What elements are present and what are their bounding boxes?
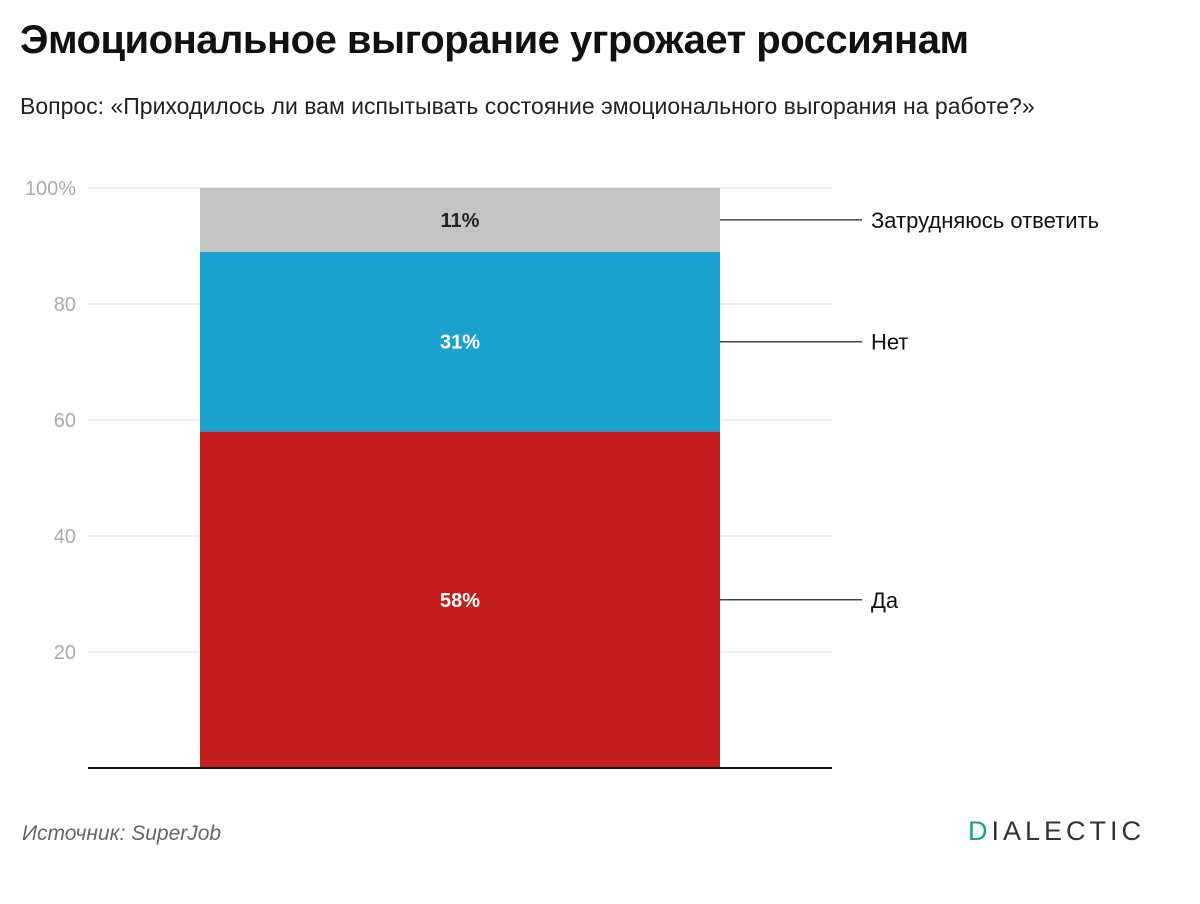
data-labels: 58% 31% 11% bbox=[440, 210, 480, 612]
y-tick-label: 20 bbox=[54, 642, 76, 664]
brand-logo-rest: IALECTIC bbox=[991, 816, 1146, 846]
source-note: Источник: SuperJob bbox=[22, 822, 222, 845]
brand-logo-first-letter: D bbox=[968, 816, 992, 846]
y-tick-label: 40 bbox=[54, 526, 76, 548]
y-tick-label: 100% bbox=[25, 178, 76, 200]
data-label: 11% bbox=[441, 210, 480, 232]
brand-logo: DIALECTIC bbox=[968, 816, 1145, 847]
series-name-label: Да bbox=[871, 588, 899, 613]
bar-segment bbox=[200, 251, 720, 432]
y-tick-label: 60 bbox=[54, 410, 76, 432]
data-label: 58% bbox=[440, 590, 480, 612]
chart-subtitle: Вопрос: «Приходилось ли вам испытывать с… bbox=[20, 93, 1035, 119]
series-name-label: Нет bbox=[871, 330, 908, 355]
chart-title: Эмоциональное выгорание угрожает россиян… bbox=[20, 18, 969, 62]
bar-segment bbox=[200, 431, 720, 768]
bar-segment bbox=[200, 188, 720, 252]
y-axis-tick-labels: 20 40 60 80 100% bbox=[25, 178, 76, 664]
y-tick-label: 80 bbox=[54, 294, 76, 316]
bar-segments bbox=[200, 188, 720, 768]
series-name-label: Затрудняюсь ответить bbox=[871, 208, 1099, 233]
stacked-bar-chart: 20 40 60 80 100% 58% 31% 11% Да Нет Затрудняюсь … bbox=[25, 178, 1099, 769]
data-label: 31% bbox=[440, 332, 480, 354]
series-callouts: Да Нет Затрудняюсь ответить bbox=[720, 208, 1099, 613]
